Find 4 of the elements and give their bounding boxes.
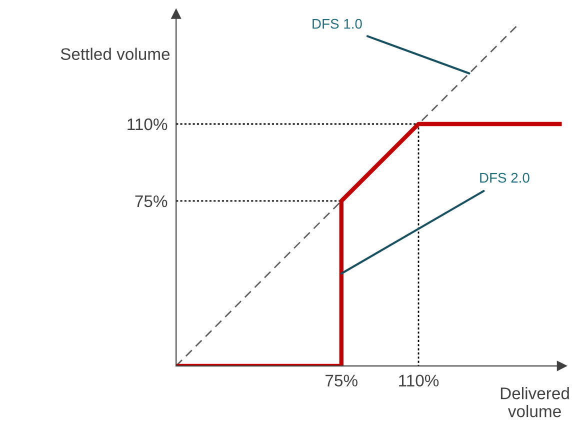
x-axis-title: Delivered volume: [500, 387, 569, 418]
annotation: DFS 1.0: [312, 18, 362, 29]
annotation: DFS 2.0: [480, 172, 530, 183]
y-axis-title: Settled volume: [60, 48, 170, 60]
